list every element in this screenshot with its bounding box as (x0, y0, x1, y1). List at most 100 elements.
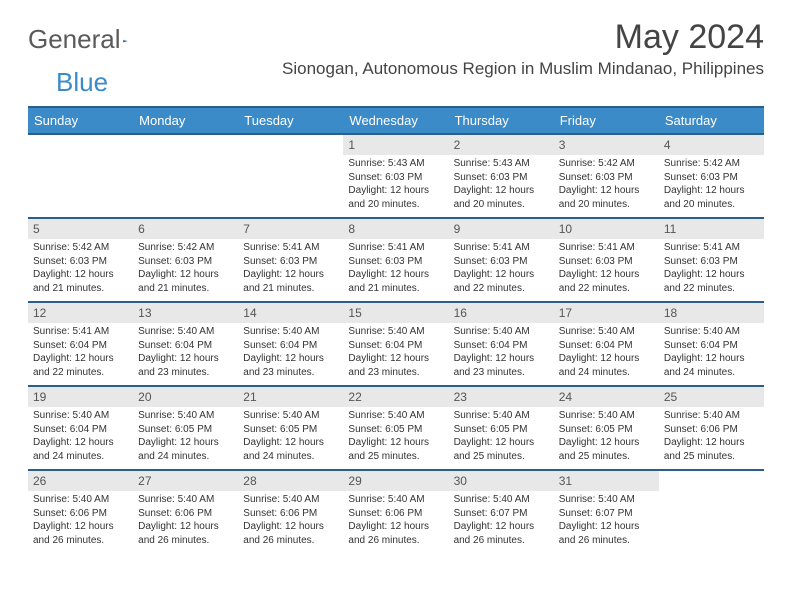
day-body: Sunrise: 5:40 AMSunset: 6:06 PMDaylight:… (133, 491, 238, 551)
day-cell: 22Sunrise: 5:40 AMSunset: 6:05 PMDayligh… (343, 387, 448, 469)
day-number: 6 (133, 219, 238, 239)
sunrise-text: Sunrise: 5:41 AM (664, 241, 759, 255)
day-number: 2 (449, 135, 554, 155)
sunset-text: Sunset: 6:05 PM (454, 423, 549, 437)
sunrise-text: Sunrise: 5:42 AM (559, 157, 654, 171)
daylight-text-2: and 21 minutes. (138, 282, 233, 296)
daylight-text-1: Daylight: 12 hours (33, 352, 128, 366)
title-block: May 2024 Sionogan, Autonomous Region in … (282, 18, 764, 79)
daylight-text-1: Daylight: 12 hours (243, 436, 338, 450)
sunset-text: Sunset: 6:03 PM (559, 255, 654, 269)
day-cell: 18Sunrise: 5:40 AMSunset: 6:04 PMDayligh… (659, 303, 764, 385)
day-cell: 26Sunrise: 5:40 AMSunset: 6:06 PMDayligh… (28, 471, 133, 553)
day-body: Sunrise: 5:41 AMSunset: 6:03 PMDaylight:… (659, 239, 764, 299)
sunset-text: Sunset: 6:07 PM (559, 507, 654, 521)
daylight-text-1: Daylight: 12 hours (138, 436, 233, 450)
day-body: Sunrise: 5:43 AMSunset: 6:03 PMDaylight:… (449, 155, 554, 215)
day-body: Sunrise: 5:40 AMSunset: 6:06 PMDaylight:… (343, 491, 448, 551)
day-number: 17 (554, 303, 659, 323)
sunset-text: Sunset: 6:03 PM (243, 255, 338, 269)
day-cell: 21Sunrise: 5:40 AMSunset: 6:05 PMDayligh… (238, 387, 343, 469)
sunrise-text: Sunrise: 5:40 AM (348, 409, 443, 423)
daylight-text-2: and 24 minutes. (138, 450, 233, 464)
daylight-text-2: and 24 minutes. (243, 450, 338, 464)
sunrise-text: Sunrise: 5:43 AM (348, 157, 443, 171)
sunset-text: Sunset: 6:04 PM (454, 339, 549, 353)
sunset-text: Sunset: 6:03 PM (454, 255, 549, 269)
sunrise-text: Sunrise: 5:40 AM (454, 493, 549, 507)
daylight-text-1: Daylight: 12 hours (454, 520, 549, 534)
daylight-text-2: and 24 minutes. (33, 450, 128, 464)
day-cell: 17Sunrise: 5:40 AMSunset: 6:04 PMDayligh… (554, 303, 659, 385)
day-number (133, 135, 238, 139)
day-number (659, 471, 764, 475)
sunset-text: Sunset: 6:04 PM (243, 339, 338, 353)
day-cell: 20Sunrise: 5:40 AMSunset: 6:05 PMDayligh… (133, 387, 238, 469)
day-cell: 13Sunrise: 5:40 AMSunset: 6:04 PMDayligh… (133, 303, 238, 385)
sunrise-text: Sunrise: 5:40 AM (348, 325, 443, 339)
dow-cell: Saturday (659, 108, 764, 133)
day-cell (28, 135, 133, 217)
day-number: 7 (238, 219, 343, 239)
day-cell: 3Sunrise: 5:42 AMSunset: 6:03 PMDaylight… (554, 135, 659, 217)
day-number: 18 (659, 303, 764, 323)
sunrise-text: Sunrise: 5:40 AM (243, 493, 338, 507)
sunrise-text: Sunrise: 5:40 AM (454, 325, 549, 339)
sunset-text: Sunset: 6:03 PM (138, 255, 233, 269)
day-number: 14 (238, 303, 343, 323)
daylight-text-1: Daylight: 12 hours (664, 268, 759, 282)
sunset-text: Sunset: 6:07 PM (454, 507, 549, 521)
sunset-text: Sunset: 6:04 PM (664, 339, 759, 353)
daylight-text-2: and 23 minutes. (243, 366, 338, 380)
day-body: Sunrise: 5:42 AMSunset: 6:03 PMDaylight:… (133, 239, 238, 299)
daylight-text-1: Daylight: 12 hours (559, 520, 654, 534)
day-body: Sunrise: 5:42 AMSunset: 6:03 PMDaylight:… (28, 239, 133, 299)
daylight-text-2: and 23 minutes. (454, 366, 549, 380)
day-number (28, 135, 133, 139)
day-number: 11 (659, 219, 764, 239)
day-body: Sunrise: 5:43 AMSunset: 6:03 PMDaylight:… (343, 155, 448, 215)
day-number: 9 (449, 219, 554, 239)
daylight-text-2: and 22 minutes. (33, 366, 128, 380)
sunrise-text: Sunrise: 5:43 AM (454, 157, 549, 171)
daylight-text-1: Daylight: 12 hours (33, 520, 128, 534)
daylight-text-1: Daylight: 12 hours (348, 184, 443, 198)
sunset-text: Sunset: 6:04 PM (138, 339, 233, 353)
day-number: 16 (449, 303, 554, 323)
daylight-text-1: Daylight: 12 hours (454, 184, 549, 198)
sunrise-text: Sunrise: 5:40 AM (33, 409, 128, 423)
daylight-text-1: Daylight: 12 hours (348, 268, 443, 282)
daylight-text-2: and 26 minutes. (454, 534, 549, 548)
daylight-text-2: and 24 minutes. (664, 366, 759, 380)
sunset-text: Sunset: 6:06 PM (138, 507, 233, 521)
sunrise-text: Sunrise: 5:42 AM (664, 157, 759, 171)
sunset-text: Sunset: 6:04 PM (348, 339, 443, 353)
daylight-text-1: Daylight: 12 hours (454, 268, 549, 282)
daylight-text-1: Daylight: 12 hours (348, 436, 443, 450)
daylight-text-2: and 20 minutes. (664, 198, 759, 212)
sunrise-text: Sunrise: 5:40 AM (454, 409, 549, 423)
day-cell: 2Sunrise: 5:43 AMSunset: 6:03 PMDaylight… (449, 135, 554, 217)
daylight-text-2: and 24 minutes. (559, 366, 654, 380)
sunrise-text: Sunrise: 5:40 AM (664, 409, 759, 423)
sunrise-text: Sunrise: 5:41 AM (559, 241, 654, 255)
day-body: Sunrise: 5:41 AMSunset: 6:03 PMDaylight:… (238, 239, 343, 299)
day-body: Sunrise: 5:40 AMSunset: 6:04 PMDaylight:… (449, 323, 554, 383)
day-body: Sunrise: 5:40 AMSunset: 6:07 PMDaylight:… (554, 491, 659, 551)
day-cell: 27Sunrise: 5:40 AMSunset: 6:06 PMDayligh… (133, 471, 238, 553)
day-body: Sunrise: 5:40 AMSunset: 6:04 PMDaylight:… (554, 323, 659, 383)
day-cell: 9Sunrise: 5:41 AMSunset: 6:03 PMDaylight… (449, 219, 554, 301)
sunset-text: Sunset: 6:05 PM (559, 423, 654, 437)
sunrise-text: Sunrise: 5:40 AM (559, 325, 654, 339)
day-cell (238, 135, 343, 217)
day-cell: 30Sunrise: 5:40 AMSunset: 6:07 PMDayligh… (449, 471, 554, 553)
dow-header-row: SundayMondayTuesdayWednesdayThursdayFrid… (28, 106, 764, 133)
daylight-text-2: and 20 minutes. (454, 198, 549, 212)
day-number: 15 (343, 303, 448, 323)
dow-cell: Tuesday (238, 108, 343, 133)
daylight-text-1: Daylight: 12 hours (33, 268, 128, 282)
sunset-text: Sunset: 6:06 PM (664, 423, 759, 437)
day-body: Sunrise: 5:40 AMSunset: 6:04 PMDaylight:… (238, 323, 343, 383)
sunset-text: Sunset: 6:03 PM (348, 255, 443, 269)
day-number: 27 (133, 471, 238, 491)
